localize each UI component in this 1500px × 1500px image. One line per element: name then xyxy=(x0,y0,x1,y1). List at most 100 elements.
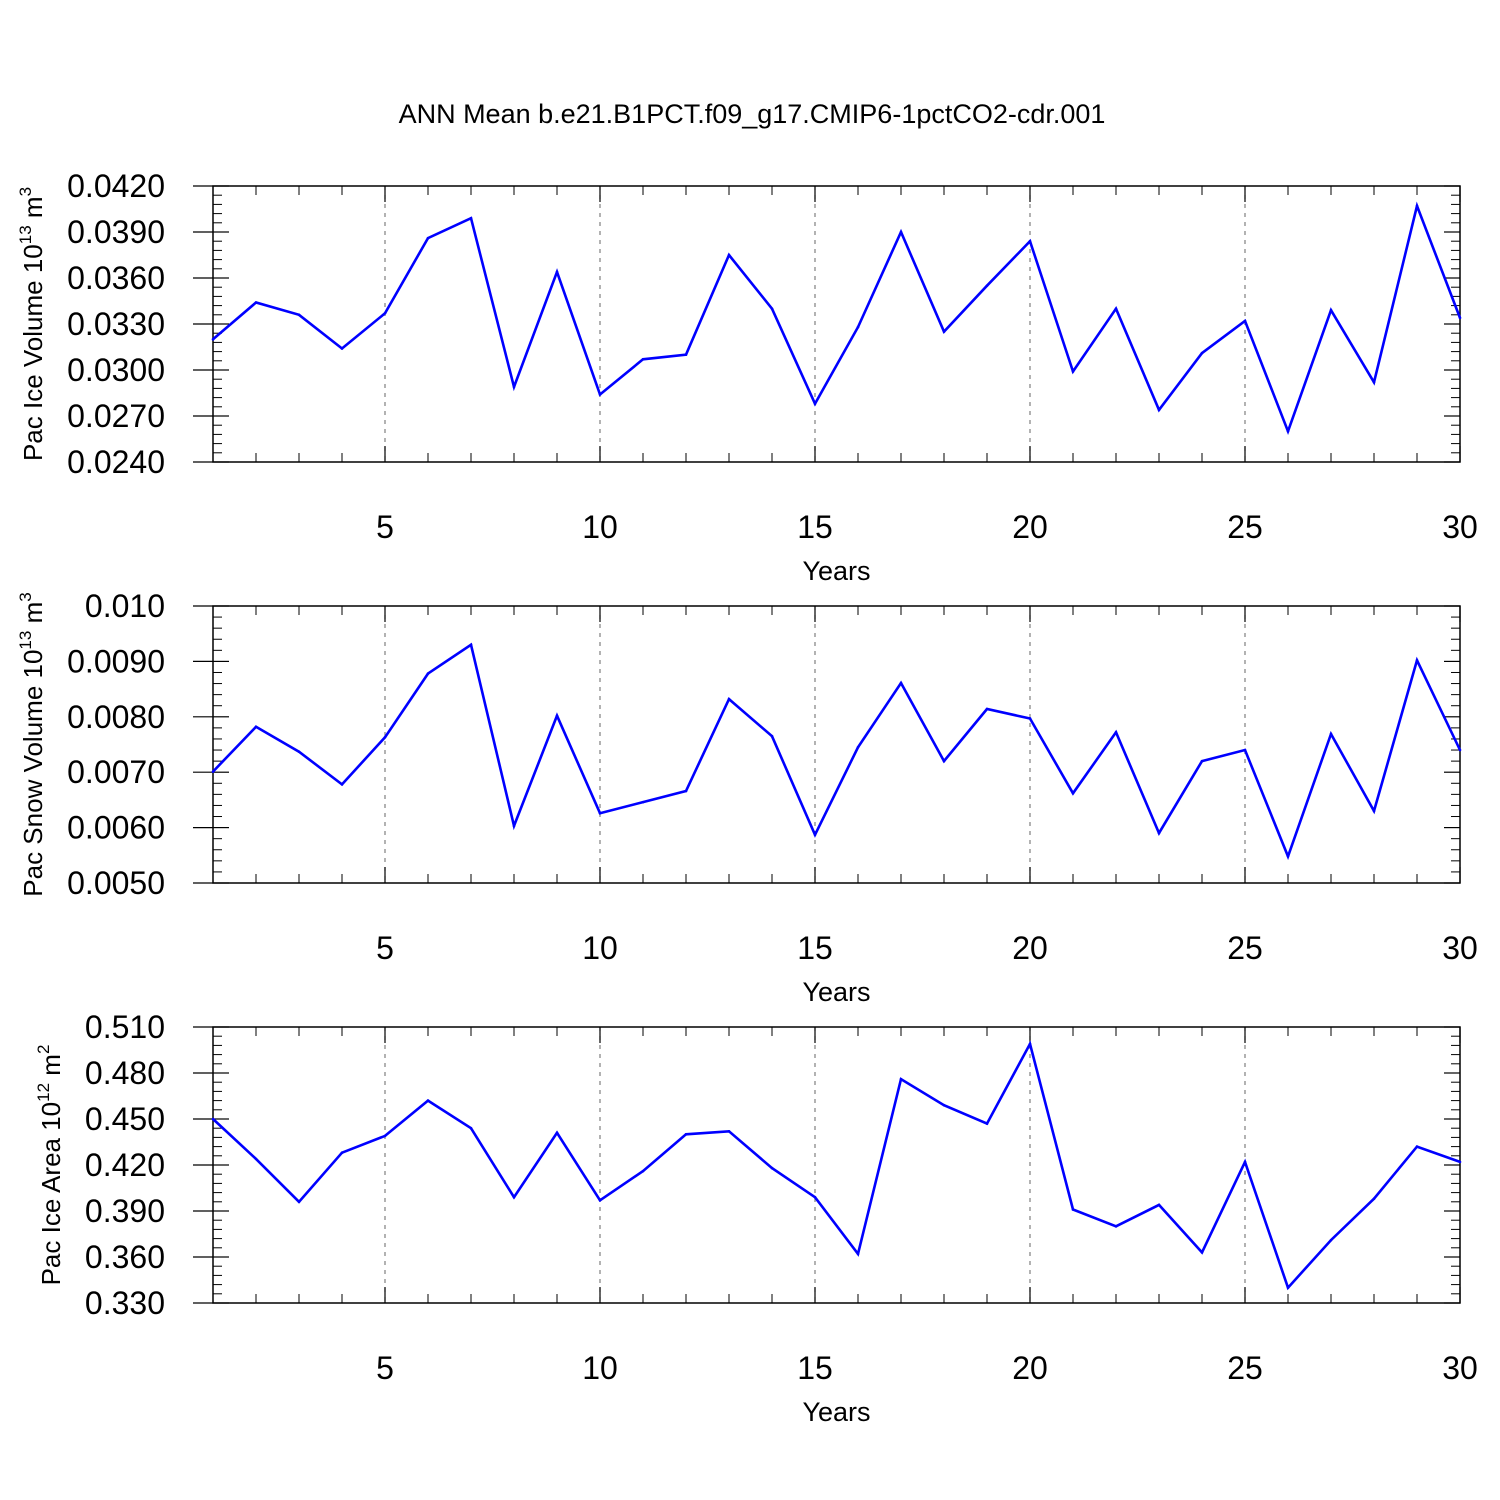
panel-3-xtick-label-25: 25 xyxy=(1227,1350,1263,1386)
panel-3-point-28 xyxy=(1372,1197,1376,1201)
panel-2-series-line xyxy=(212,642,1462,861)
panel-2-point-7 xyxy=(469,643,473,647)
panel-1-series-line xyxy=(212,201,1462,436)
y-axis-label-prefix: Pac Ice Volume 10 xyxy=(18,244,48,461)
panel-2-point-15 xyxy=(813,833,817,837)
panel-3-point-26 xyxy=(1286,1286,1290,1289)
panel-3-point-6 xyxy=(426,1099,430,1102)
panel-1-y-axis-label: Pac Ice Volume 1013 m3 xyxy=(16,187,48,461)
panel-1-point-15 xyxy=(813,402,817,406)
panel-2-point-18 xyxy=(942,759,946,763)
panel-1-ytick-label-0.0360: 0.0360 xyxy=(67,260,165,296)
panel-3-point-2 xyxy=(254,1157,258,1161)
panel-3-xtick-label-20: 20 xyxy=(1012,1350,1048,1386)
panel-2-point-27 xyxy=(1329,732,1333,736)
panel-3-xtick-label-5: 5 xyxy=(376,1350,394,1386)
y-axis-label-exponent: 13 xyxy=(16,225,35,244)
panel-1-ytick-label-0.0270: 0.0270 xyxy=(67,398,165,434)
panel-1-xtick-label-10: 10 xyxy=(582,509,618,545)
panel-1-frame xyxy=(212,185,1461,463)
panel-2-xtick-label-15: 15 xyxy=(797,930,833,966)
chart-title: ANN Mean b.e21.B1PCT.f09_g17.CMIP6-1pctC… xyxy=(399,99,1106,129)
panel-2-ytick-label-0.0080: 0.0080 xyxy=(67,699,165,735)
panel-2-xtick-label-30: 30 xyxy=(1442,930,1478,966)
panels: 5 10 15 20 25 300.02400.02700.03000.03300.036… xyxy=(16,168,1478,1427)
panel-3-point-25 xyxy=(1243,1160,1247,1164)
panel-3-point-19 xyxy=(985,1122,989,1125)
panel-2-point-13 xyxy=(727,697,731,701)
panel-3-frame xyxy=(212,1026,1461,1304)
panel-1-point-28 xyxy=(1372,380,1376,384)
panel-2-xtick-label-5: 5 xyxy=(376,930,394,966)
panel-2-point-11 xyxy=(641,800,645,804)
panel-2-point-19 xyxy=(985,707,989,711)
panel-1-point-27 xyxy=(1329,308,1333,312)
panel-3-point-23 xyxy=(1157,1203,1161,1207)
panel-1-point-8 xyxy=(512,385,516,389)
panel-3-point-1 xyxy=(211,1117,215,1121)
panel-2-point-4 xyxy=(340,783,344,786)
panel-3: 5 10 15 20 25 30 0.330 0.360 0.390 0.420 0.450 0.48… xyxy=(34,1009,1478,1427)
panel-1-x-axis-label: Years xyxy=(802,556,870,586)
panel-2-ytick-label-0.010: 0.010 xyxy=(85,588,165,624)
panel-2-point-3 xyxy=(297,750,301,754)
panel-1-xtick-label-15: 15 xyxy=(797,509,833,545)
panel-2-point-14 xyxy=(770,734,774,738)
panel-2-point-9 xyxy=(555,714,559,717)
panel-2-xtick-label-10: 10 xyxy=(582,930,618,966)
y-axis-label-prefix: Pac Snow Volume 10 xyxy=(18,650,48,897)
panel-1-ytick-label-0.0300: 0.0300 xyxy=(67,352,165,388)
panel-1-point-30 xyxy=(1458,316,1462,320)
panel-1-point-6 xyxy=(426,236,430,240)
panel-3-point-9 xyxy=(555,1131,559,1135)
panel-3-point-3 xyxy=(297,1200,301,1204)
panel-3-point-16 xyxy=(856,1252,860,1256)
panel-3-ytick-label-0.450: 0.450 xyxy=(85,1101,165,1137)
panel-2-point-12 xyxy=(684,789,688,793)
panel-1-point-25 xyxy=(1243,319,1247,323)
panel-3-point-4 xyxy=(340,1151,344,1155)
panel-1-point-5 xyxy=(383,311,387,315)
panel-3-point-7 xyxy=(469,1126,473,1130)
panel-2-point-22 xyxy=(1114,731,1118,734)
panel-2-xtick-label-20: 20 xyxy=(1012,930,1048,966)
panel-2-point-1 xyxy=(211,770,215,773)
panel-2-point-29 xyxy=(1415,658,1419,662)
panel-1-point-12 xyxy=(684,353,688,356)
panel-1-point-14 xyxy=(770,307,774,310)
panel-2-point-30 xyxy=(1458,748,1462,752)
panel-2-ytick-label-0.0070: 0.0070 xyxy=(67,754,165,790)
panel-3-ytick-label-0.510: 0.510 xyxy=(85,1009,165,1045)
panel-1-point-23 xyxy=(1157,408,1161,412)
panel-1-point-17 xyxy=(899,230,903,234)
panel-2-point-23 xyxy=(1157,831,1161,835)
panel-1-point-20 xyxy=(1028,239,1032,243)
panel-2-point-25 xyxy=(1243,748,1247,752)
panel-2-point-10 xyxy=(598,811,602,815)
panel-2-y-axis-label: Pac Snow Volume 1013 m3 xyxy=(16,592,48,896)
panel-2-point-6 xyxy=(426,672,430,675)
panel-1-point-10 xyxy=(598,393,602,396)
y-axis-label-exponent: 13 xyxy=(16,631,35,650)
panel-2-point-5 xyxy=(383,735,387,739)
y-axis-label-unit-exponent: 3 xyxy=(16,592,35,601)
panel-2-point-26 xyxy=(1286,855,1290,858)
panel-3-point-13 xyxy=(727,1129,731,1133)
panel-3-point-15 xyxy=(813,1195,817,1199)
panel-1-ytick-label-0.0240: 0.0240 xyxy=(67,444,165,480)
y-axis-label-unit: m xyxy=(18,602,48,631)
panel-1-xtick-label-30: 30 xyxy=(1442,509,1478,545)
panel-3-point-12 xyxy=(684,1133,688,1136)
panel-3-point-18 xyxy=(942,1103,946,1107)
panel-2: 5 10 15 20 25 30 0.0050 0.0060 0.0070 0.0080 0.009… xyxy=(16,588,1478,1007)
panel-1-ytick-label-0.0390: 0.0390 xyxy=(67,214,165,250)
panel-3-point-17 xyxy=(899,1077,903,1081)
panel-1-point-9 xyxy=(555,270,559,274)
panel-1-xtick-label-25: 25 xyxy=(1227,509,1263,545)
panel-3-point-10 xyxy=(598,1198,602,1202)
panel-3-point-30 xyxy=(1458,1160,1462,1164)
panel-1-point-21 xyxy=(1071,370,1075,373)
panel-2-point-2 xyxy=(254,725,258,729)
y-axis-label-unit-exponent: 3 xyxy=(16,187,35,196)
